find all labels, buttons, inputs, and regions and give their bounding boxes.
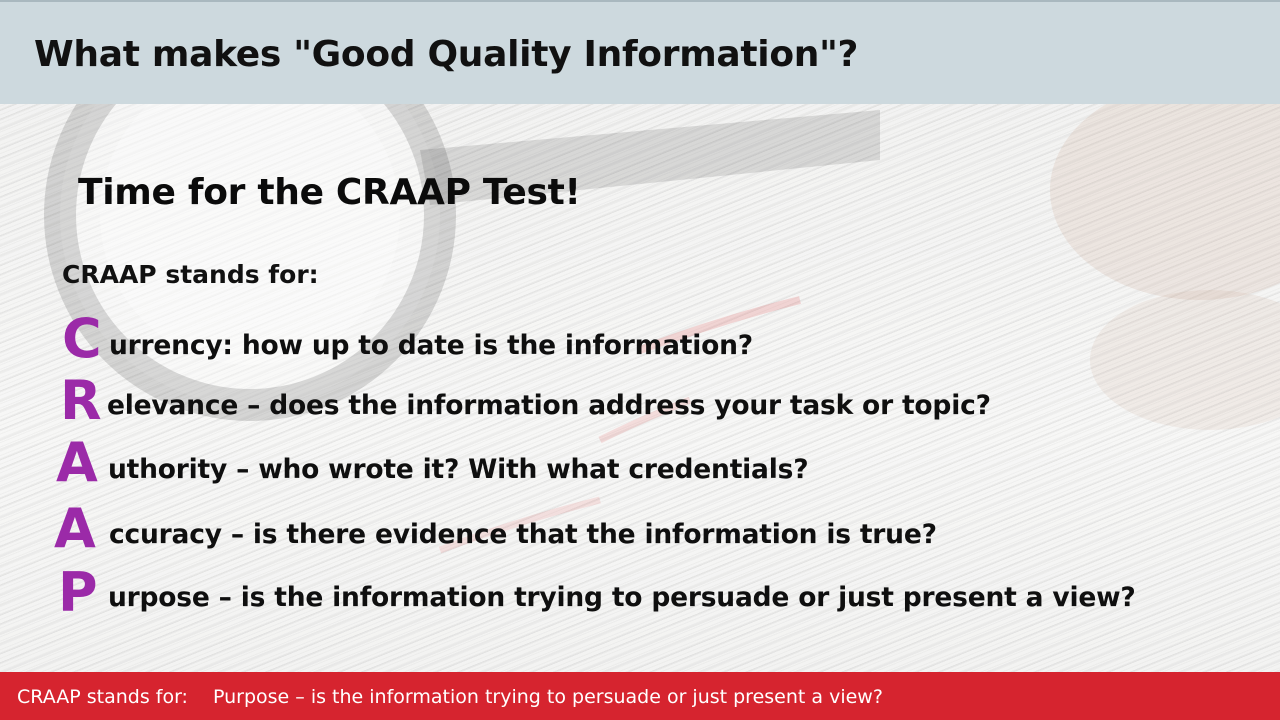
- initial-letter: A: [54, 497, 96, 560]
- caption-bar: CRAAP stands for: Purpose – is the infor…: [0, 672, 1280, 720]
- item-text: urpose – is the information trying to pe…: [108, 582, 1136, 613]
- caption-text: Purpose – is the information trying to p…: [213, 686, 883, 708]
- initial-letter: A: [56, 431, 98, 494]
- initial-letter: R: [60, 369, 102, 432]
- item-text: elevance – does the information address …: [107, 390, 991, 421]
- title-bar: What makes "Good Quality Information"?: [0, 0, 1280, 104]
- item-text: urrency: how up to date is the informati…: [109, 330, 753, 361]
- slide-subtitle: Time for the CRAAP Test!: [78, 172, 581, 213]
- item-text: ccuracy – is there evidence that the inf…: [109, 519, 937, 550]
- intro-text: CRAAP stands for:: [62, 260, 319, 289]
- slide-title: What makes "Good Quality Information"?: [34, 34, 859, 75]
- item-text: uthority – who wrote it? With what crede…: [108, 454, 809, 485]
- initial-letter: C: [62, 307, 102, 370]
- caption-label: CRAAP stands for:: [17, 686, 188, 708]
- initial-letter: P: [58, 561, 98, 624]
